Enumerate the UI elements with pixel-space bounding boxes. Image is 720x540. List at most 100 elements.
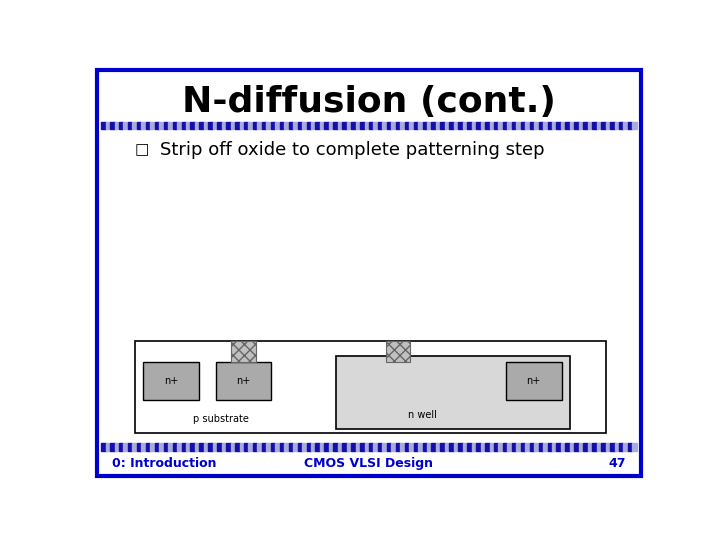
Bar [244, 443, 248, 451]
Bar [505, 362, 562, 400]
Bar [177, 122, 181, 129]
Bar [565, 443, 570, 451]
Bar [498, 443, 503, 451]
Bar [262, 443, 266, 451]
Bar [293, 443, 297, 451]
Bar [392, 122, 396, 129]
Text: □: □ [135, 143, 149, 158]
Bar [351, 122, 356, 129]
Bar [610, 443, 615, 451]
Bar [454, 443, 459, 451]
Bar [226, 122, 230, 129]
Bar [145, 122, 150, 129]
Bar [159, 122, 163, 129]
Bar [374, 443, 378, 451]
Bar [280, 122, 284, 129]
Bar [208, 122, 213, 129]
Bar [155, 122, 159, 129]
Bar [333, 122, 338, 129]
Bar [557, 443, 561, 451]
Bar [588, 443, 593, 451]
Bar [445, 443, 449, 451]
Bar [275, 122, 279, 129]
Bar [342, 443, 347, 451]
Bar [230, 443, 235, 451]
Text: Strip off oxide to complete patterning step: Strip off oxide to complete patterning s… [160, 141, 544, 159]
Bar [119, 443, 124, 451]
Bar [565, 122, 570, 129]
Bar [217, 443, 222, 451]
Bar [548, 122, 552, 129]
Bar [427, 122, 431, 129]
Text: 47: 47 [608, 457, 626, 470]
Bar [356, 443, 360, 451]
Bar [181, 122, 186, 129]
Text: CMOS VLSI Design: CMOS VLSI Design [305, 457, 433, 470]
Bar [409, 443, 414, 451]
Bar [387, 443, 392, 451]
Bar [132, 443, 137, 451]
Bar [575, 122, 579, 129]
Bar [258, 443, 262, 451]
Bar [472, 122, 476, 129]
Bar [307, 443, 311, 451]
Bar [431, 122, 436, 129]
Bar [463, 443, 467, 451]
Bar [521, 122, 526, 129]
Bar [467, 122, 472, 129]
Bar [351, 443, 356, 451]
Bar [315, 443, 320, 451]
Bar [526, 443, 530, 451]
Bar [356, 122, 360, 129]
Bar [186, 443, 190, 451]
Bar [143, 362, 199, 400]
Bar [628, 443, 632, 451]
Bar [378, 443, 382, 451]
Bar [436, 122, 441, 129]
Bar [338, 443, 342, 451]
Bar [248, 122, 253, 129]
Bar [467, 443, 472, 451]
Bar [262, 122, 266, 129]
Bar [235, 443, 240, 451]
Bar [539, 443, 543, 451]
Bar [226, 443, 230, 451]
Bar [168, 122, 173, 129]
Bar [521, 443, 526, 451]
Bar [329, 443, 333, 451]
Text: n+: n+ [526, 376, 541, 386]
Bar [382, 443, 387, 451]
Bar [557, 122, 561, 129]
Bar [459, 443, 463, 451]
Bar [173, 122, 177, 129]
Bar [449, 443, 454, 451]
Bar [244, 122, 248, 129]
Bar [396, 443, 400, 451]
Bar [601, 443, 606, 451]
Bar [615, 122, 619, 129]
Bar [579, 122, 583, 129]
Bar [400, 122, 405, 129]
Text: N-diffusion (cont.): N-diffusion (cont.) [182, 85, 556, 119]
Bar [163, 122, 168, 129]
Bar [508, 443, 512, 451]
Bar [311, 443, 315, 451]
Bar [114, 122, 119, 129]
Bar [516, 443, 521, 451]
Bar [423, 443, 427, 451]
Bar [137, 443, 141, 451]
Bar [579, 443, 583, 451]
Bar [213, 122, 217, 129]
Bar [347, 122, 351, 129]
Bar [561, 443, 565, 451]
Bar [364, 122, 369, 129]
Bar [280, 443, 284, 451]
Bar [530, 122, 534, 129]
Bar [141, 122, 145, 129]
Bar [593, 443, 597, 451]
Text: 0: Introduction: 0: Introduction [112, 457, 217, 470]
Bar [336, 356, 570, 429]
Bar [593, 122, 597, 129]
Bar [128, 122, 132, 129]
Bar [494, 443, 498, 451]
